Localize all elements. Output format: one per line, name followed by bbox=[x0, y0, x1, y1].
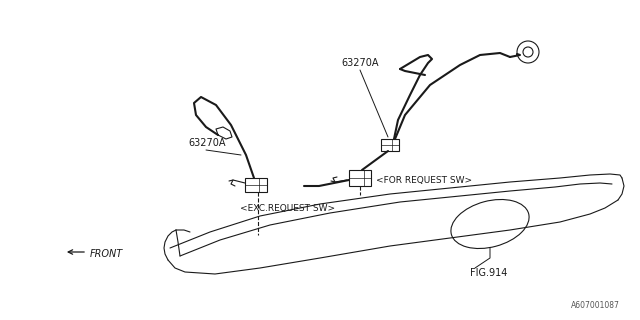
Bar bbox=[381, 139, 399, 151]
Text: A607001087: A607001087 bbox=[571, 301, 620, 310]
Text: FIG.914: FIG.914 bbox=[470, 268, 508, 278]
Text: FRONT: FRONT bbox=[90, 249, 124, 259]
Bar bbox=[245, 178, 267, 192]
Text: 63270A: 63270A bbox=[188, 138, 225, 148]
Text: <EXC.REQUEST SW>: <EXC.REQUEST SW> bbox=[240, 204, 335, 213]
Text: <FOR REQUEST SW>: <FOR REQUEST SW> bbox=[376, 175, 472, 185]
Bar bbox=[349, 170, 371, 186]
Text: 63270A: 63270A bbox=[341, 58, 379, 68]
